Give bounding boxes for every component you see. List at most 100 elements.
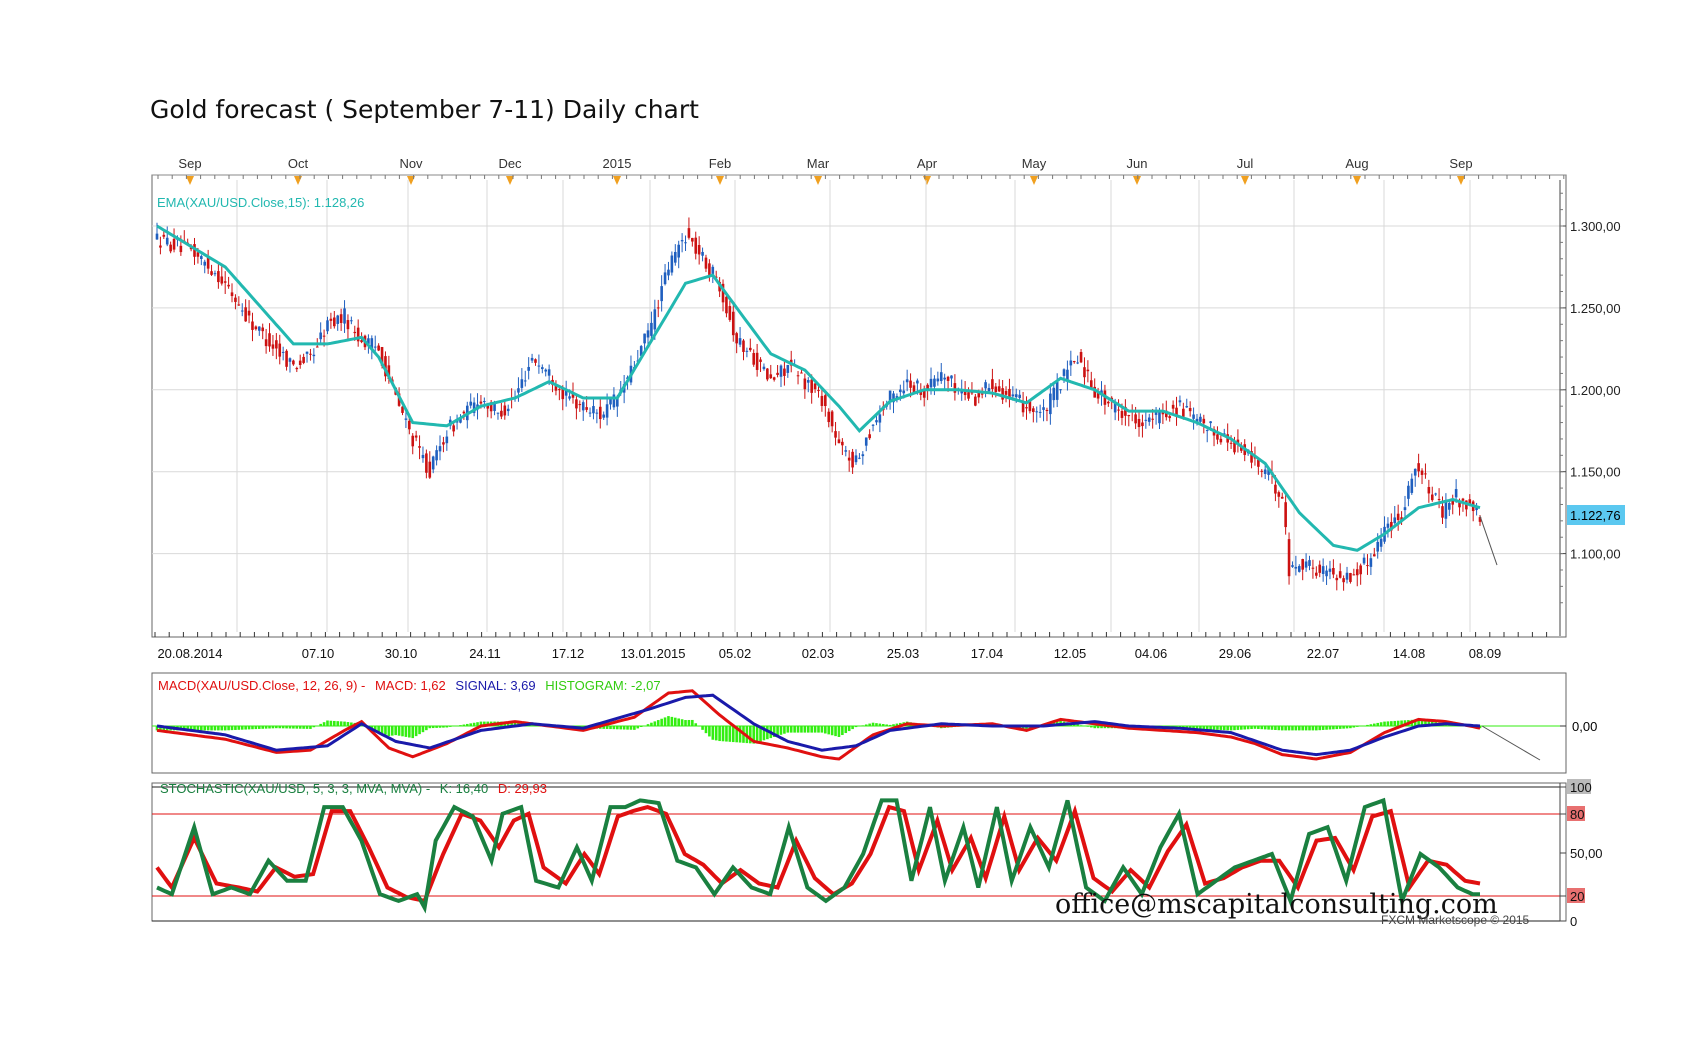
candle <box>281 346 285 361</box>
candle <box>254 325 258 331</box>
candle <box>592 398 595 420</box>
candle <box>1086 360 1090 383</box>
candle <box>261 323 265 340</box>
candle <box>442 436 445 453</box>
candle <box>943 373 946 389</box>
candle <box>1338 563 1342 579</box>
candle <box>506 404 510 416</box>
stoch-tick-label: 20 <box>1570 889 1584 904</box>
candle <box>939 362 943 384</box>
candle <box>1141 414 1144 438</box>
candle <box>735 331 738 354</box>
candle <box>1093 378 1096 398</box>
candle <box>1045 407 1049 422</box>
candle <box>333 311 336 329</box>
candle <box>847 450 851 472</box>
candle <box>970 382 974 395</box>
candle <box>759 357 762 372</box>
candle <box>227 276 230 289</box>
candle <box>936 371 940 386</box>
candle <box>1287 532 1291 585</box>
candle <box>1413 468 1417 487</box>
candle <box>1083 357 1086 385</box>
ema-indicator-label: EMA(XAU/USD.Close,15): 1.128,26 <box>157 195 364 210</box>
candle <box>1001 379 1004 404</box>
month-label: 2015 <box>603 156 632 171</box>
candle <box>1448 499 1451 516</box>
candle <box>670 251 674 276</box>
candle <box>234 294 237 310</box>
month-marker <box>506 176 514 185</box>
candle <box>742 338 745 361</box>
candle <box>953 374 957 401</box>
candle <box>295 366 299 373</box>
candle <box>247 300 251 324</box>
candle <box>1424 463 1427 479</box>
candle <box>1263 464 1267 479</box>
candle <box>841 438 844 456</box>
macd-forecast-line <box>1481 725 1541 761</box>
candles-layer <box>155 217 1482 591</box>
date-axis: 20.08.2014 07.10 30.10 24.11 17.12 13.01.2015… <box>154 632 1548 661</box>
month-label: Dec <box>498 156 522 171</box>
candle <box>1192 407 1195 430</box>
candle <box>1386 517 1390 538</box>
candle <box>769 364 773 380</box>
candle <box>1280 492 1284 499</box>
stochastic-k-line <box>156 797 1480 914</box>
stoch-tick-label: 80 <box>1570 807 1584 822</box>
candle <box>997 379 1001 393</box>
candle <box>684 235 687 251</box>
candle <box>677 240 680 269</box>
candle <box>738 326 742 348</box>
date-label: 22.07 <box>1307 646 1340 661</box>
candle <box>974 393 977 407</box>
candle <box>868 429 871 440</box>
candle <box>1199 413 1202 424</box>
candle <box>384 351 387 382</box>
candle <box>350 316 353 325</box>
candle <box>602 411 605 420</box>
candle <box>1379 528 1383 552</box>
candle <box>813 381 817 393</box>
candle <box>588 407 592 418</box>
candle <box>1107 400 1110 407</box>
candle <box>697 236 701 265</box>
candle <box>858 453 861 460</box>
candle <box>1205 429 1209 443</box>
candle <box>1185 398 1189 408</box>
candle <box>1403 495 1407 518</box>
candle <box>309 348 312 361</box>
candle <box>1072 360 1076 364</box>
candle <box>554 380 558 396</box>
price-tick-label: 1.150,00 <box>1570 465 1621 480</box>
candle <box>643 333 646 353</box>
candle <box>203 259 207 274</box>
candle <box>1294 555 1298 576</box>
candle <box>1066 360 1069 391</box>
date-label: 17.04 <box>971 646 1004 661</box>
candle <box>285 349 288 371</box>
candle <box>558 388 561 401</box>
candle <box>1359 563 1362 585</box>
candle <box>796 370 800 385</box>
candle <box>1076 355 1079 365</box>
candle <box>220 266 224 286</box>
candle <box>691 237 694 247</box>
candle <box>1042 399 1045 422</box>
candle <box>1410 473 1414 495</box>
candle <box>1035 406 1039 423</box>
macd-line <box>156 689 1481 761</box>
month-marker <box>1457 176 1465 185</box>
candle <box>1144 411 1148 429</box>
date-label: 24.11 <box>469 646 501 661</box>
candle <box>244 299 247 322</box>
candle <box>1018 390 1021 400</box>
candle <box>1342 575 1345 591</box>
candle <box>701 247 704 262</box>
candle <box>1216 426 1219 445</box>
candle <box>503 400 507 420</box>
date-label: 05.02 <box>719 646 752 661</box>
candle <box>1038 404 1042 418</box>
